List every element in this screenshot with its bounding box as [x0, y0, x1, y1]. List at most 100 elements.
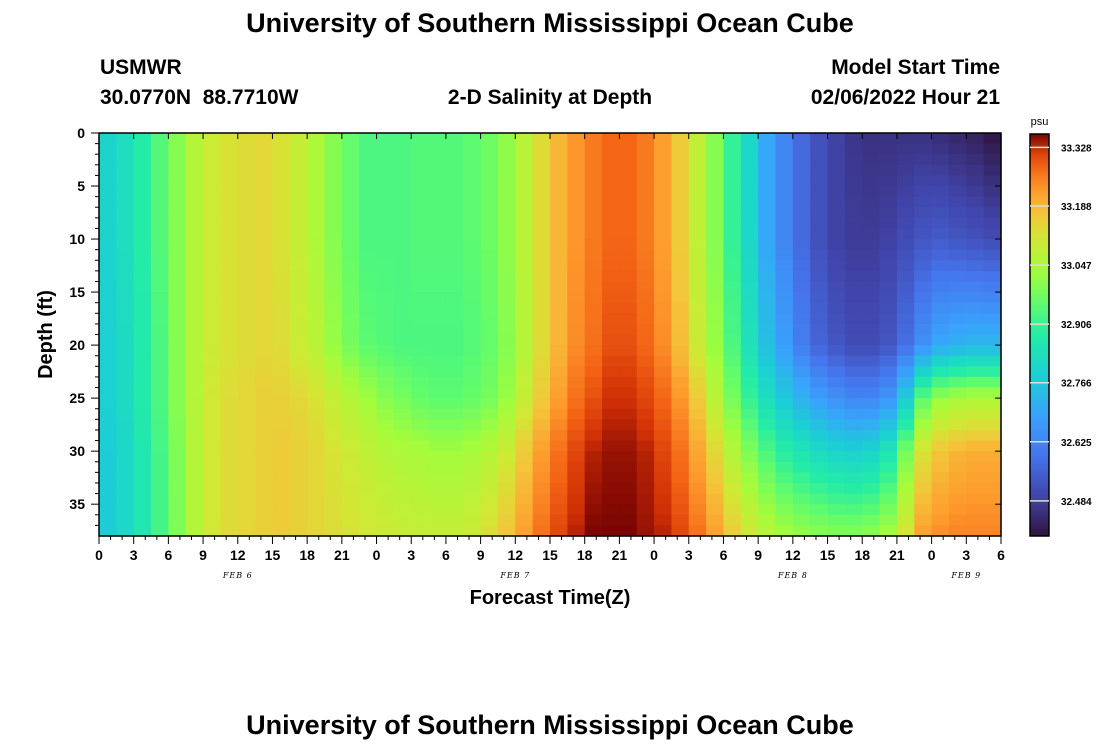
heatmap-cell	[255, 408, 274, 420]
heatmap-cell	[168, 429, 187, 442]
heatmap-cell	[567, 323, 586, 336]
heatmap-cell	[272, 217, 291, 230]
heatmap-cell	[948, 334, 967, 346]
heatmap-cell	[220, 451, 239, 463]
heatmap-cell	[584, 366, 603, 378]
heatmap-cell	[948, 376, 967, 389]
date-label: FEB 9	[950, 571, 981, 580]
heatmap-cell	[810, 472, 829, 484]
heatmap-cell	[497, 345, 516, 357]
heatmap-cell	[151, 217, 169, 230]
heatmap-cell	[151, 292, 169, 304]
heatmap-cell	[272, 493, 291, 505]
x-tick-label: 3	[685, 547, 693, 563]
heatmap-cell	[584, 133, 603, 145]
heatmap-cell	[550, 217, 568, 230]
heatmap-cell	[810, 440, 829, 452]
heatmap-cell	[411, 345, 430, 357]
heatmap-cell	[948, 175, 967, 187]
heatmap-cell	[827, 482, 846, 495]
heatmap-cell	[931, 228, 950, 240]
heatmap-cell	[151, 472, 169, 484]
heatmap-cell	[775, 366, 794, 378]
heatmap-cell	[445, 334, 464, 346]
x-tick-label: 21	[612, 547, 628, 563]
heatmap-cell	[532, 376, 551, 389]
heatmap-cell	[203, 345, 222, 357]
heatmap-cell	[758, 408, 777, 420]
heatmap-cell	[636, 504, 655, 516]
heatmap-cell	[948, 323, 967, 336]
heatmap-cell	[550, 408, 568, 420]
heatmap-cell	[307, 345, 326, 357]
heatmap-cell	[567, 164, 586, 177]
heatmap-cell	[758, 186, 777, 198]
heatmap-cell	[862, 366, 881, 378]
heatmap-cell	[237, 376, 256, 389]
heatmap-cell	[567, 345, 586, 357]
heatmap-cell	[740, 440, 759, 452]
date-label: FEB 7	[499, 571, 530, 580]
heatmap-cell	[393, 387, 412, 399]
heatmap-cell	[740, 239, 759, 251]
heatmap-cell	[133, 186, 152, 198]
heatmap-cell	[792, 313, 811, 325]
heatmap-cell	[272, 154, 291, 166]
heatmap-cell	[151, 376, 169, 389]
heatmap-cell	[706, 376, 725, 389]
heatmap-cell	[862, 249, 881, 261]
heatmap-cell	[827, 334, 846, 346]
colorbar-unit: psu	[1031, 116, 1049, 128]
heatmap-cell	[359, 281, 378, 293]
heatmap-cell	[220, 133, 239, 145]
heatmap-cell	[324, 514, 343, 526]
heatmap-cell	[515, 366, 534, 378]
heatmap-cell	[671, 196, 690, 208]
heatmap-cell	[654, 504, 673, 516]
heatmap-cell	[237, 164, 256, 177]
heatmap-cell	[445, 154, 464, 166]
heatmap-cell	[272, 366, 291, 378]
heatmap-cell	[723, 292, 742, 304]
heatmap-cell	[116, 270, 135, 283]
heatmap-cell	[515, 419, 534, 431]
heatmap-cell	[619, 355, 638, 367]
heatmap-cell	[896, 302, 915, 314]
heatmap-cell	[584, 504, 603, 516]
heatmap-cell	[497, 207, 516, 219]
heatmap-cell	[983, 398, 1002, 410]
heatmap-cell	[966, 504, 985, 516]
heatmap-cell	[931, 525, 950, 537]
heatmap-cell	[914, 143, 933, 155]
heatmap-cell	[671, 345, 690, 357]
heatmap-cell	[948, 270, 967, 283]
heatmap-cell	[758, 398, 777, 410]
heatmap-cell	[359, 270, 378, 283]
heatmap-cell	[341, 292, 360, 304]
heatmap-cell	[116, 429, 135, 442]
heatmap-cell	[289, 133, 308, 145]
heatmap-cell	[151, 260, 169, 272]
heatmap-cell	[983, 419, 1002, 431]
heatmap-cell	[931, 133, 950, 145]
heatmap-cell	[220, 270, 239, 283]
heatmap-cell	[896, 143, 915, 155]
heatmap-cell	[810, 408, 829, 420]
heatmap-cell	[255, 419, 274, 431]
heatmap-cell	[532, 334, 551, 346]
heatmap-cell	[688, 504, 707, 516]
heatmap-cell	[636, 270, 655, 283]
heatmap-cell	[879, 525, 898, 537]
heatmap-cell	[411, 196, 430, 208]
heatmap-cell	[550, 154, 568, 166]
heatmap-cell	[445, 260, 464, 272]
heatmap-cell	[775, 133, 794, 145]
heatmap-cell	[706, 133, 725, 145]
heatmap-cell	[619, 451, 638, 463]
heatmap-cell	[237, 334, 256, 346]
heatmap-cell	[185, 270, 204, 283]
heatmap-cell	[272, 355, 291, 367]
heatmap-cell	[602, 143, 620, 155]
heatmap-cell	[480, 186, 499, 198]
heatmap-cell	[931, 398, 950, 410]
